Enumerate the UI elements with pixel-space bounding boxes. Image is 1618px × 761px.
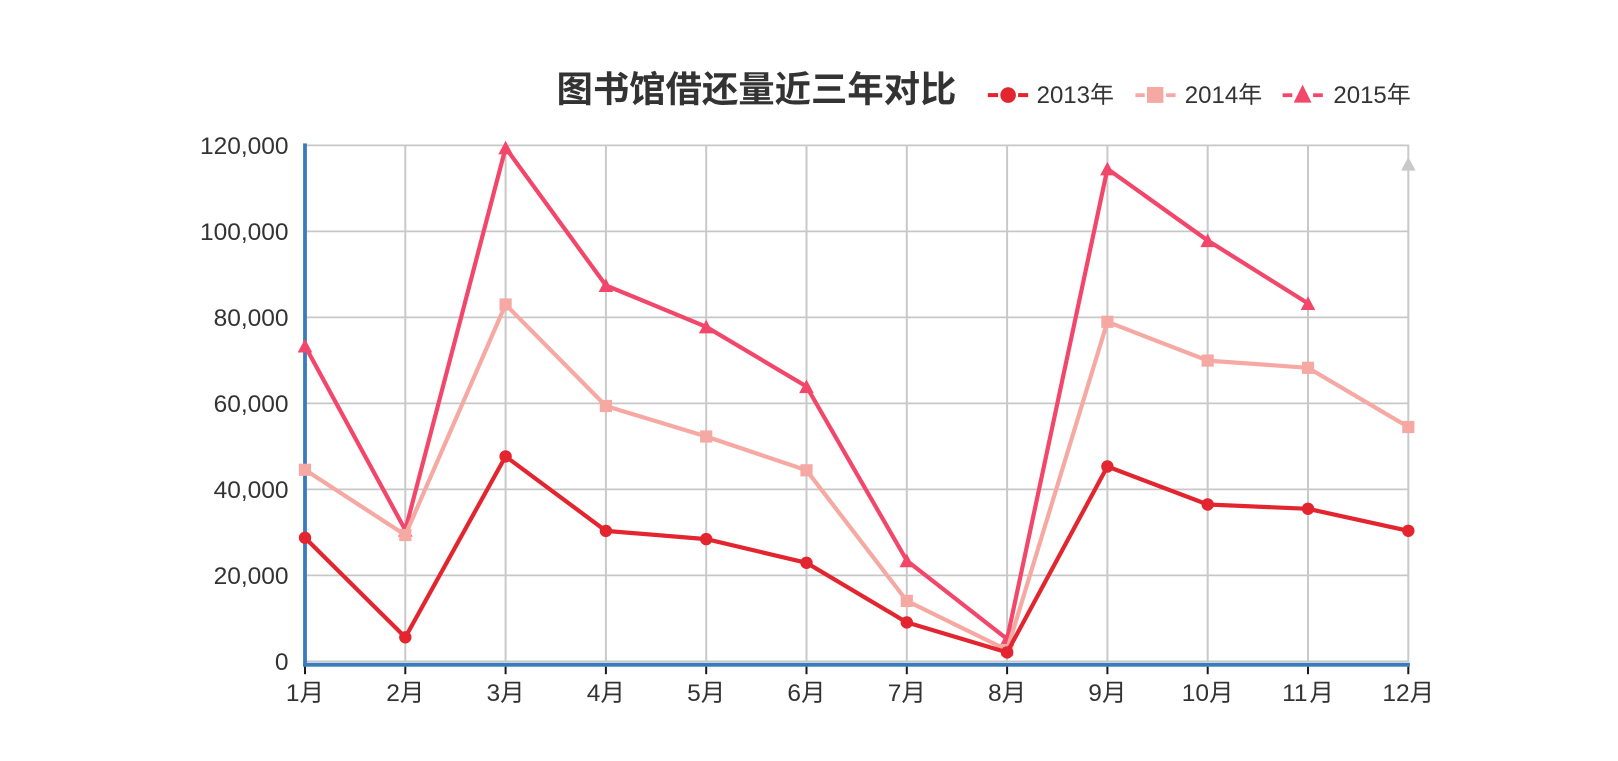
svg-text:12: 12 [1382, 680, 1409, 707]
svg-text:100,000: 100,000 [200, 219, 289, 246]
svg-text:3: 3 [487, 680, 501, 707]
svg-text:60,000: 60,000 [214, 391, 289, 418]
svg-text:80,000: 80,000 [214, 305, 289, 332]
svg-text:4: 4 [587, 680, 601, 707]
svg-text:0: 0 [275, 649, 289, 676]
svg-text:2015: 2015 [1333, 82, 1386, 109]
svg-text:8: 8 [988, 680, 1002, 707]
svg-text:2014: 2014 [1185, 82, 1238, 109]
svg-text:7: 7 [888, 680, 902, 707]
svg-text:9: 9 [1088, 680, 1102, 707]
svg-text:10: 10 [1182, 680, 1209, 707]
svg-text:2: 2 [386, 680, 400, 707]
svg-text:2013: 2013 [1037, 82, 1090, 109]
svg-text:11: 11 [1282, 680, 1307, 707]
svg-text:40,000: 40,000 [214, 477, 289, 504]
svg-text:120,000: 120,000 [200, 133, 289, 160]
svg-text:5: 5 [687, 680, 701, 707]
svg-text:1: 1 [286, 680, 300, 707]
svg-text:6: 6 [787, 680, 801, 707]
svg-text:20,000: 20,000 [214, 563, 289, 590]
